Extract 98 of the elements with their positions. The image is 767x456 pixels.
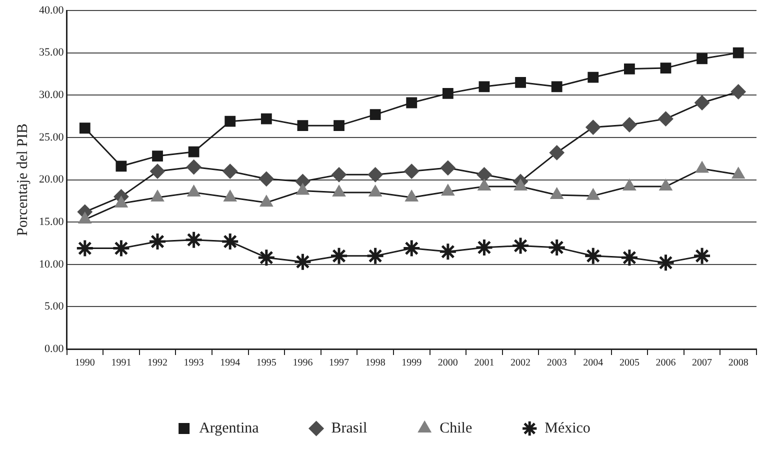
point: [620, 248, 639, 267]
y-tick-label: 35.00: [39, 46, 64, 59]
point: [695, 161, 709, 173]
point: [150, 164, 166, 179]
point: [584, 246, 602, 266]
legend-label: México: [544, 420, 590, 436]
point: [148, 232, 167, 251]
point: [332, 167, 347, 182]
point: [257, 248, 276, 267]
x-tick-label: 2001: [474, 358, 494, 369]
point: [224, 116, 236, 127]
x-tick-label: 1997: [329, 358, 350, 369]
point: [440, 160, 456, 176]
x-tick-label: 2008: [728, 358, 748, 369]
point: [696, 53, 708, 64]
point: [112, 239, 130, 258]
point: [370, 109, 381, 120]
x-tick-label: 1992: [148, 358, 168, 369]
point: [404, 164, 420, 179]
point: [334, 120, 344, 132]
legend-label: Chile: [440, 420, 472, 436]
point: [222, 164, 238, 179]
point: [406, 97, 418, 108]
point: [366, 246, 385, 266]
point: [732, 47, 744, 58]
point: [78, 212, 92, 224]
point: [442, 88, 454, 99]
point: [116, 160, 127, 172]
point: [260, 195, 273, 207]
point: [549, 145, 564, 160]
point: [692, 246, 712, 266]
y-axis-title: Porcentaje del PIB: [14, 124, 31, 236]
x-tick-label: 1995: [256, 358, 276, 369]
point: [478, 81, 490, 92]
point: [656, 253, 675, 272]
point: [732, 167, 745, 179]
point: [588, 72, 599, 83]
point: [694, 95, 710, 110]
point: [551, 81, 562, 92]
point: [514, 179, 528, 191]
point: [405, 190, 418, 202]
point: [293, 252, 312, 272]
x-tick-label: 2004: [583, 358, 604, 369]
point: [478, 179, 491, 191]
point: [660, 62, 672, 74]
x-tick-label: 1990: [74, 358, 95, 369]
point: [402, 239, 421, 258]
point: [622, 179, 636, 191]
y-tick-label: 15.00: [39, 216, 64, 228]
y-tick-label: 5.00: [44, 300, 64, 313]
point: [79, 122, 90, 134]
point: [368, 167, 383, 182]
point: [624, 63, 635, 74]
x-tick-label: 1996: [292, 358, 313, 369]
point: [474, 238, 494, 257]
legend-label: Brasil: [331, 420, 368, 436]
point: [438, 242, 458, 261]
point: [152, 150, 163, 162]
point: [76, 239, 94, 258]
point: [188, 146, 200, 158]
point: [297, 120, 308, 132]
y-tick-label: 40.00: [39, 4, 64, 16]
x-tick-label: 2000: [438, 358, 458, 369]
x-tick-label: 1999: [402, 358, 422, 369]
legend-label: Argentina: [199, 420, 260, 436]
point: [586, 120, 601, 135]
y-tick-label: 30.00: [39, 89, 64, 102]
point: [258, 171, 274, 186]
point: [659, 179, 672, 191]
point: [476, 167, 492, 182]
x-tick-label: 1993: [184, 358, 204, 369]
point: [622, 117, 637, 132]
y-tick-label: 10.00: [39, 258, 64, 270]
x-tick-label: 2005: [619, 358, 640, 369]
x-tick-label: 1991: [111, 358, 132, 369]
point: [150, 190, 164, 202]
x-tick-label: 2006: [656, 358, 676, 369]
point: [184, 230, 204, 250]
point: [658, 111, 674, 126]
point: [220, 232, 240, 251]
point: [548, 238, 566, 257]
point: [511, 236, 530, 256]
x-tick-label: 2002: [510, 358, 531, 369]
y-tick-label: 0.00: [44, 342, 64, 355]
y-tick-label: 25.00: [39, 131, 64, 144]
x-tick-label: 2003: [546, 358, 567, 369]
point: [224, 190, 237, 202]
point: [441, 184, 454, 196]
point: [730, 84, 746, 100]
x-tick-label: 1994: [220, 358, 240, 369]
point: [260, 113, 272, 124]
y-tick-label: 20.00: [39, 174, 64, 186]
x-tick-label: 1998: [365, 358, 386, 369]
point: [296, 183, 310, 195]
x-tick-label: 2007: [692, 358, 712, 369]
point: [330, 246, 348, 266]
point: [515, 76, 526, 88]
point: [186, 160, 202, 175]
